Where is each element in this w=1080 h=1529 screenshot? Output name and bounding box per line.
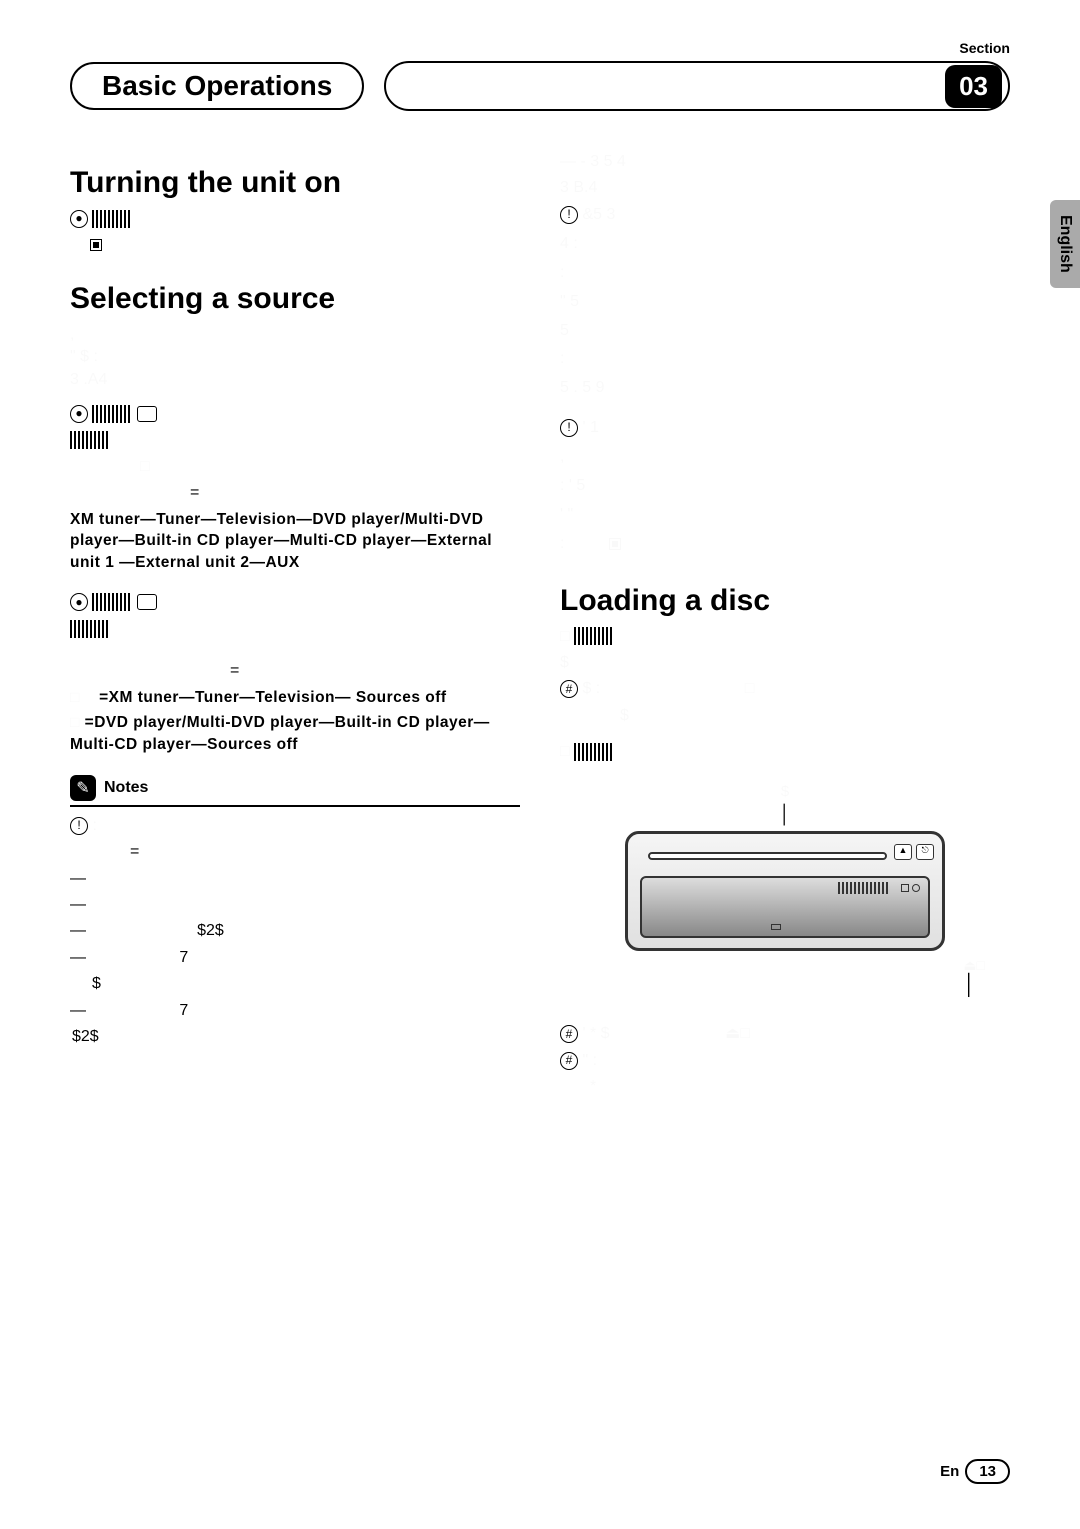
barcode-icon <box>92 405 132 423</box>
note-bullet: ! <box>560 419 578 437</box>
band1-chain: XM tuner—Tuner—Television— Sources off <box>109 689 447 706</box>
notes-icon: ✎ <box>70 775 96 801</box>
db-icon <box>137 594 157 610</box>
device-illustration: $ │ ▲ ⎋ ⏏□│ <box>560 783 1010 1003</box>
bullet: # <box>560 1025 578 1043</box>
step-glyph: □ <box>560 628 570 645</box>
barcode-icon <box>70 431 110 449</box>
footer-page-num: 13 <box>965 1459 1010 1484</box>
language-tab: English <box>1050 200 1080 288</box>
note-1a: — <box>70 868 520 890</box>
step-num-1: ● <box>70 405 88 423</box>
section-label: Section <box>959 40 1010 56</box>
cd-slot-label: $ <box>781 783 789 800</box>
heading-loading-disc: Loading a disc <box>560 584 1010 618</box>
band2-label: □ <box>70 714 80 731</box>
notes-label: Notes <box>104 779 148 797</box>
note-1c: — $2$ <box>70 920 520 942</box>
source-chain-1: XM tuner—Tuner—Television—DVD player/Mul… <box>70 509 520 574</box>
bullet: # <box>560 680 578 698</box>
device-body: ▲ ⎋ <box>625 831 945 951</box>
step-glyph: □ <box>560 743 570 760</box>
note-1: : <box>92 817 96 834</box>
right-column: — - 3 5 4 3 B.4 ! &5 3 4 : : " 5 5 : 5 .… <box>560 141 1010 1103</box>
select-intro: ," $ : 3 .A4 <box>70 324 520 391</box>
heading-turning-on: Turning the unit on <box>70 166 520 200</box>
band2-chain: DVD player/Multi-DVD player—Built-in CD … <box>70 714 490 753</box>
note-1e: — 7 <box>70 1000 520 1022</box>
step-bullet: ● <box>70 210 88 228</box>
cd-slot <box>648 852 887 860</box>
barcode-icon <box>70 620 110 638</box>
left-column: Turning the unit on ● Press SOURCE to tu… <box>70 141 520 1103</box>
open-button-icon: ⎋ <box>916 844 934 860</box>
barcode-icon <box>92 593 132 611</box>
header-right-pill: 03 <box>384 61 1010 111</box>
section-number: 03 <box>945 65 1002 108</box>
footer-lang: En <box>940 1463 959 1480</box>
heading-selecting-source: Selecting a source <box>70 282 520 316</box>
note-1d: — 7 <box>70 947 520 969</box>
eject-button-icon: ▲ <box>894 844 912 860</box>
arrow-down-icon: │ <box>779 804 790 825</box>
bullet: # <box>560 1052 578 1070</box>
end-marker <box>609 538 621 550</box>
header-title: Basic Operations <box>70 62 364 110</box>
band1-label: □ <box>70 689 80 706</box>
eject-label: ⏏□│ <box>963 957 985 997</box>
barcode-icon <box>92 210 132 228</box>
note-bullet: ! <box>70 817 88 835</box>
barcode-icon <box>574 627 614 645</box>
page-footer: En 13 <box>940 1459 1010 1484</box>
end-marker <box>90 239 102 251</box>
db-icon <box>137 406 157 422</box>
notes-header: ✎ Notes <box>70 771 520 807</box>
note-1b: — <box>70 894 520 916</box>
barcode-icon <box>574 743 614 761</box>
note-bullet: ! <box>560 206 578 224</box>
step-num-2: ● <box>70 593 88 611</box>
device-screen <box>640 876 930 938</box>
